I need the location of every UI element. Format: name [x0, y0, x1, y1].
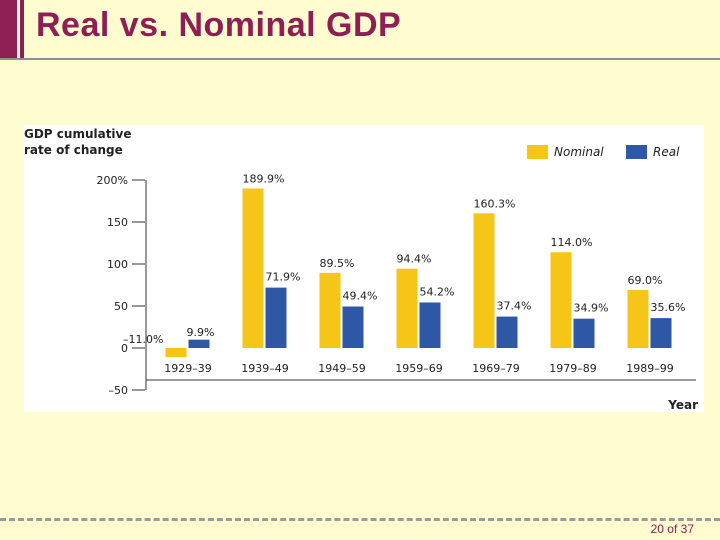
- slide-title: Real vs. Nominal GDP: [36, 6, 402, 44]
- chart-title-line: rate of change: [24, 143, 123, 157]
- y-tick-label: 150: [107, 216, 128, 229]
- real-value-label: 37.4%: [497, 300, 532, 313]
- real-bar: [265, 287, 287, 348]
- real-bar: [496, 316, 518, 348]
- real-bar: [342, 306, 364, 348]
- nominal-bar: [396, 268, 418, 348]
- x-tick-label: 1969–79: [472, 362, 520, 375]
- legend-swatch-real: [626, 145, 647, 159]
- y-tick-label: 200%: [97, 174, 128, 187]
- real-value-label: 35.6%: [651, 301, 686, 314]
- nominal-value-label: –11.0%: [123, 333, 163, 346]
- y-tick-label: 100: [107, 258, 128, 271]
- nominal-value-label: 160.3%: [474, 197, 516, 210]
- real-value-label: 71.9%: [266, 271, 301, 284]
- nominal-bar: [550, 252, 572, 348]
- legend-label-real: Real: [653, 145, 680, 159]
- y-tick-label: 50: [114, 300, 128, 313]
- title-accent-bar: [0, 0, 26, 58]
- accent-bar-dark: [0, 0, 17, 58]
- nominal-value-label: 89.5%: [320, 257, 355, 270]
- real-bar: [188, 339, 210, 348]
- chart-panel: GDP cumulative rate of change 200% 150 100 50…: [24, 125, 704, 412]
- real-value-label: 54.2%: [420, 285, 455, 298]
- nominal-bar: [319, 272, 341, 348]
- x-tick-label: 1949–59: [318, 362, 366, 375]
- x-axis-title: Year: [667, 398, 698, 412]
- chart-title-line: GDP cumulative: [24, 127, 132, 141]
- gdp-bar-chart: GDP cumulative rate of change 200% 150 100 50…: [24, 127, 698, 412]
- legend-swatch-nominal: [527, 145, 548, 159]
- x-tick-label: 1989–99: [626, 362, 674, 375]
- nominal-bar: [165, 348, 187, 358]
- nominal-bar: [627, 290, 649, 348]
- page-indicator: 20 of 37: [650, 522, 694, 536]
- real-bar: [573, 318, 595, 348]
- x-tick-label: 1929–39: [164, 362, 212, 375]
- y-tick-label: 0: [121, 342, 128, 355]
- nominal-bar: [473, 213, 495, 348]
- real-value-label: 9.9%: [187, 326, 215, 339]
- real-value-label: 49.4%: [343, 290, 378, 303]
- footer-divider: [0, 518, 720, 521]
- title-divider: [0, 58, 720, 60]
- legend-label-nominal: Nominal: [554, 145, 604, 159]
- nominal-value-label: 189.9%: [243, 172, 285, 185]
- real-bar: [650, 318, 672, 348]
- nominal-value-label: 69.0%: [628, 274, 663, 287]
- x-tick-label: 1939–49: [241, 362, 289, 375]
- nominal-bar: [242, 188, 264, 348]
- nominal-value-label: 94.4%: [397, 253, 432, 266]
- x-tick-label: 1959–69: [395, 362, 443, 375]
- real-value-label: 34.9%: [574, 302, 609, 315]
- x-tick-label: 1979–89: [549, 362, 597, 375]
- nominal-value-label: 114.0%: [551, 236, 593, 249]
- accent-bar-thin: [20, 0, 24, 58]
- y-tick-label: –50: [109, 384, 129, 397]
- real-bar: [419, 302, 441, 348]
